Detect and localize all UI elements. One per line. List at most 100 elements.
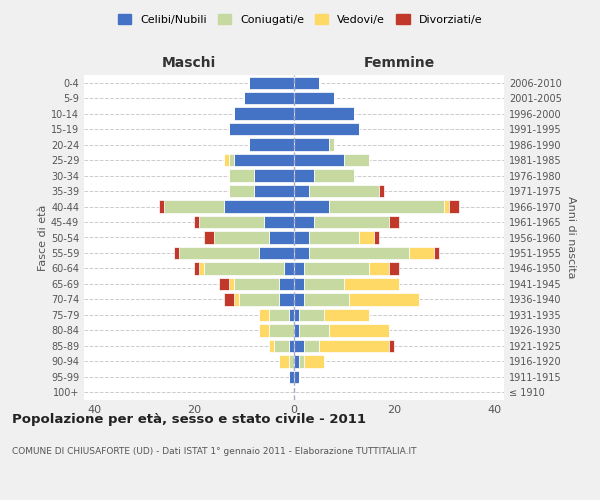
Text: Femmine: Femmine bbox=[364, 56, 434, 70]
Bar bbox=[274, 340, 289, 352]
Bar bbox=[164, 200, 224, 212]
Bar bbox=[389, 262, 399, 274]
Bar bbox=[269, 232, 294, 243]
Text: Popolazione per età, sesso e stato civile - 2011: Popolazione per età, sesso e stato civil… bbox=[12, 412, 366, 426]
Bar bbox=[344, 154, 369, 166]
Bar bbox=[194, 216, 199, 228]
Y-axis label: Fasce di età: Fasce di età bbox=[38, 204, 48, 270]
Bar bbox=[254, 185, 294, 198]
Bar bbox=[379, 185, 384, 198]
Bar bbox=[294, 232, 309, 243]
Bar bbox=[284, 262, 294, 274]
Bar bbox=[304, 355, 324, 368]
Bar bbox=[234, 108, 294, 120]
Bar bbox=[239, 293, 279, 306]
Text: Maschi: Maschi bbox=[162, 56, 216, 70]
Bar bbox=[294, 170, 314, 182]
Bar bbox=[264, 216, 294, 228]
Bar bbox=[289, 308, 294, 321]
Bar bbox=[349, 293, 419, 306]
Bar bbox=[294, 324, 299, 336]
Bar bbox=[344, 278, 399, 290]
Bar bbox=[224, 293, 234, 306]
Bar bbox=[279, 355, 289, 368]
Bar bbox=[299, 355, 304, 368]
Bar bbox=[294, 92, 334, 104]
Bar bbox=[294, 247, 309, 259]
Bar bbox=[444, 200, 449, 212]
Bar bbox=[259, 247, 294, 259]
Bar bbox=[204, 262, 284, 274]
Bar bbox=[229, 154, 234, 166]
Bar bbox=[304, 340, 319, 352]
Bar bbox=[434, 247, 439, 259]
Bar bbox=[309, 185, 379, 198]
Bar bbox=[319, 340, 389, 352]
Bar bbox=[199, 216, 264, 228]
Bar bbox=[409, 247, 434, 259]
Bar bbox=[294, 200, 329, 212]
Bar bbox=[294, 293, 304, 306]
Bar bbox=[369, 262, 389, 274]
Bar bbox=[304, 278, 344, 290]
Bar bbox=[294, 216, 314, 228]
Bar bbox=[294, 278, 304, 290]
Y-axis label: Anni di nascita: Anni di nascita bbox=[566, 196, 575, 279]
Bar bbox=[304, 293, 349, 306]
Bar bbox=[259, 308, 269, 321]
Bar bbox=[229, 123, 294, 136]
Bar bbox=[299, 308, 324, 321]
Bar bbox=[234, 154, 294, 166]
Bar bbox=[224, 154, 229, 166]
Bar bbox=[259, 324, 269, 336]
Bar bbox=[214, 232, 269, 243]
Bar bbox=[374, 232, 379, 243]
Bar bbox=[194, 262, 199, 274]
Bar bbox=[304, 262, 369, 274]
Bar bbox=[294, 154, 344, 166]
Bar bbox=[204, 232, 214, 243]
Bar bbox=[249, 76, 294, 89]
Bar bbox=[309, 232, 359, 243]
Bar bbox=[329, 200, 444, 212]
Bar bbox=[314, 170, 354, 182]
Bar bbox=[244, 92, 294, 104]
Bar bbox=[449, 200, 459, 212]
Bar bbox=[294, 370, 299, 383]
Bar bbox=[219, 278, 229, 290]
Bar bbox=[389, 340, 394, 352]
Text: COMUNE DI CHIUSAFORTE (UD) - Dati ISTAT 1° gennaio 2011 - Elaborazione TUTTITALI: COMUNE DI CHIUSAFORTE (UD) - Dati ISTAT … bbox=[12, 448, 416, 456]
Bar bbox=[234, 278, 279, 290]
Bar bbox=[294, 340, 304, 352]
Bar bbox=[294, 185, 309, 198]
Bar bbox=[174, 247, 179, 259]
Bar bbox=[299, 324, 329, 336]
Bar bbox=[279, 278, 294, 290]
Bar bbox=[289, 370, 294, 383]
Bar bbox=[329, 324, 389, 336]
Bar bbox=[289, 340, 294, 352]
Bar bbox=[224, 200, 294, 212]
Bar bbox=[234, 293, 239, 306]
Bar bbox=[314, 216, 389, 228]
Bar bbox=[229, 185, 254, 198]
Bar bbox=[294, 108, 354, 120]
Bar bbox=[294, 76, 319, 89]
Bar bbox=[309, 247, 409, 259]
Bar bbox=[269, 340, 274, 352]
Bar bbox=[359, 232, 374, 243]
Bar bbox=[294, 138, 329, 151]
Bar bbox=[254, 170, 294, 182]
Bar bbox=[294, 123, 359, 136]
Bar bbox=[159, 200, 164, 212]
Bar bbox=[294, 355, 299, 368]
Bar bbox=[269, 324, 294, 336]
Bar bbox=[289, 355, 294, 368]
Bar bbox=[294, 308, 299, 321]
Bar bbox=[329, 138, 334, 151]
Bar bbox=[294, 262, 304, 274]
Bar bbox=[229, 278, 234, 290]
Bar bbox=[179, 247, 259, 259]
Bar bbox=[229, 170, 254, 182]
Legend: Celibi/Nubili, Coniugati/e, Vedovi/e, Divorziati/e: Celibi/Nubili, Coniugati/e, Vedovi/e, Di… bbox=[115, 10, 485, 28]
